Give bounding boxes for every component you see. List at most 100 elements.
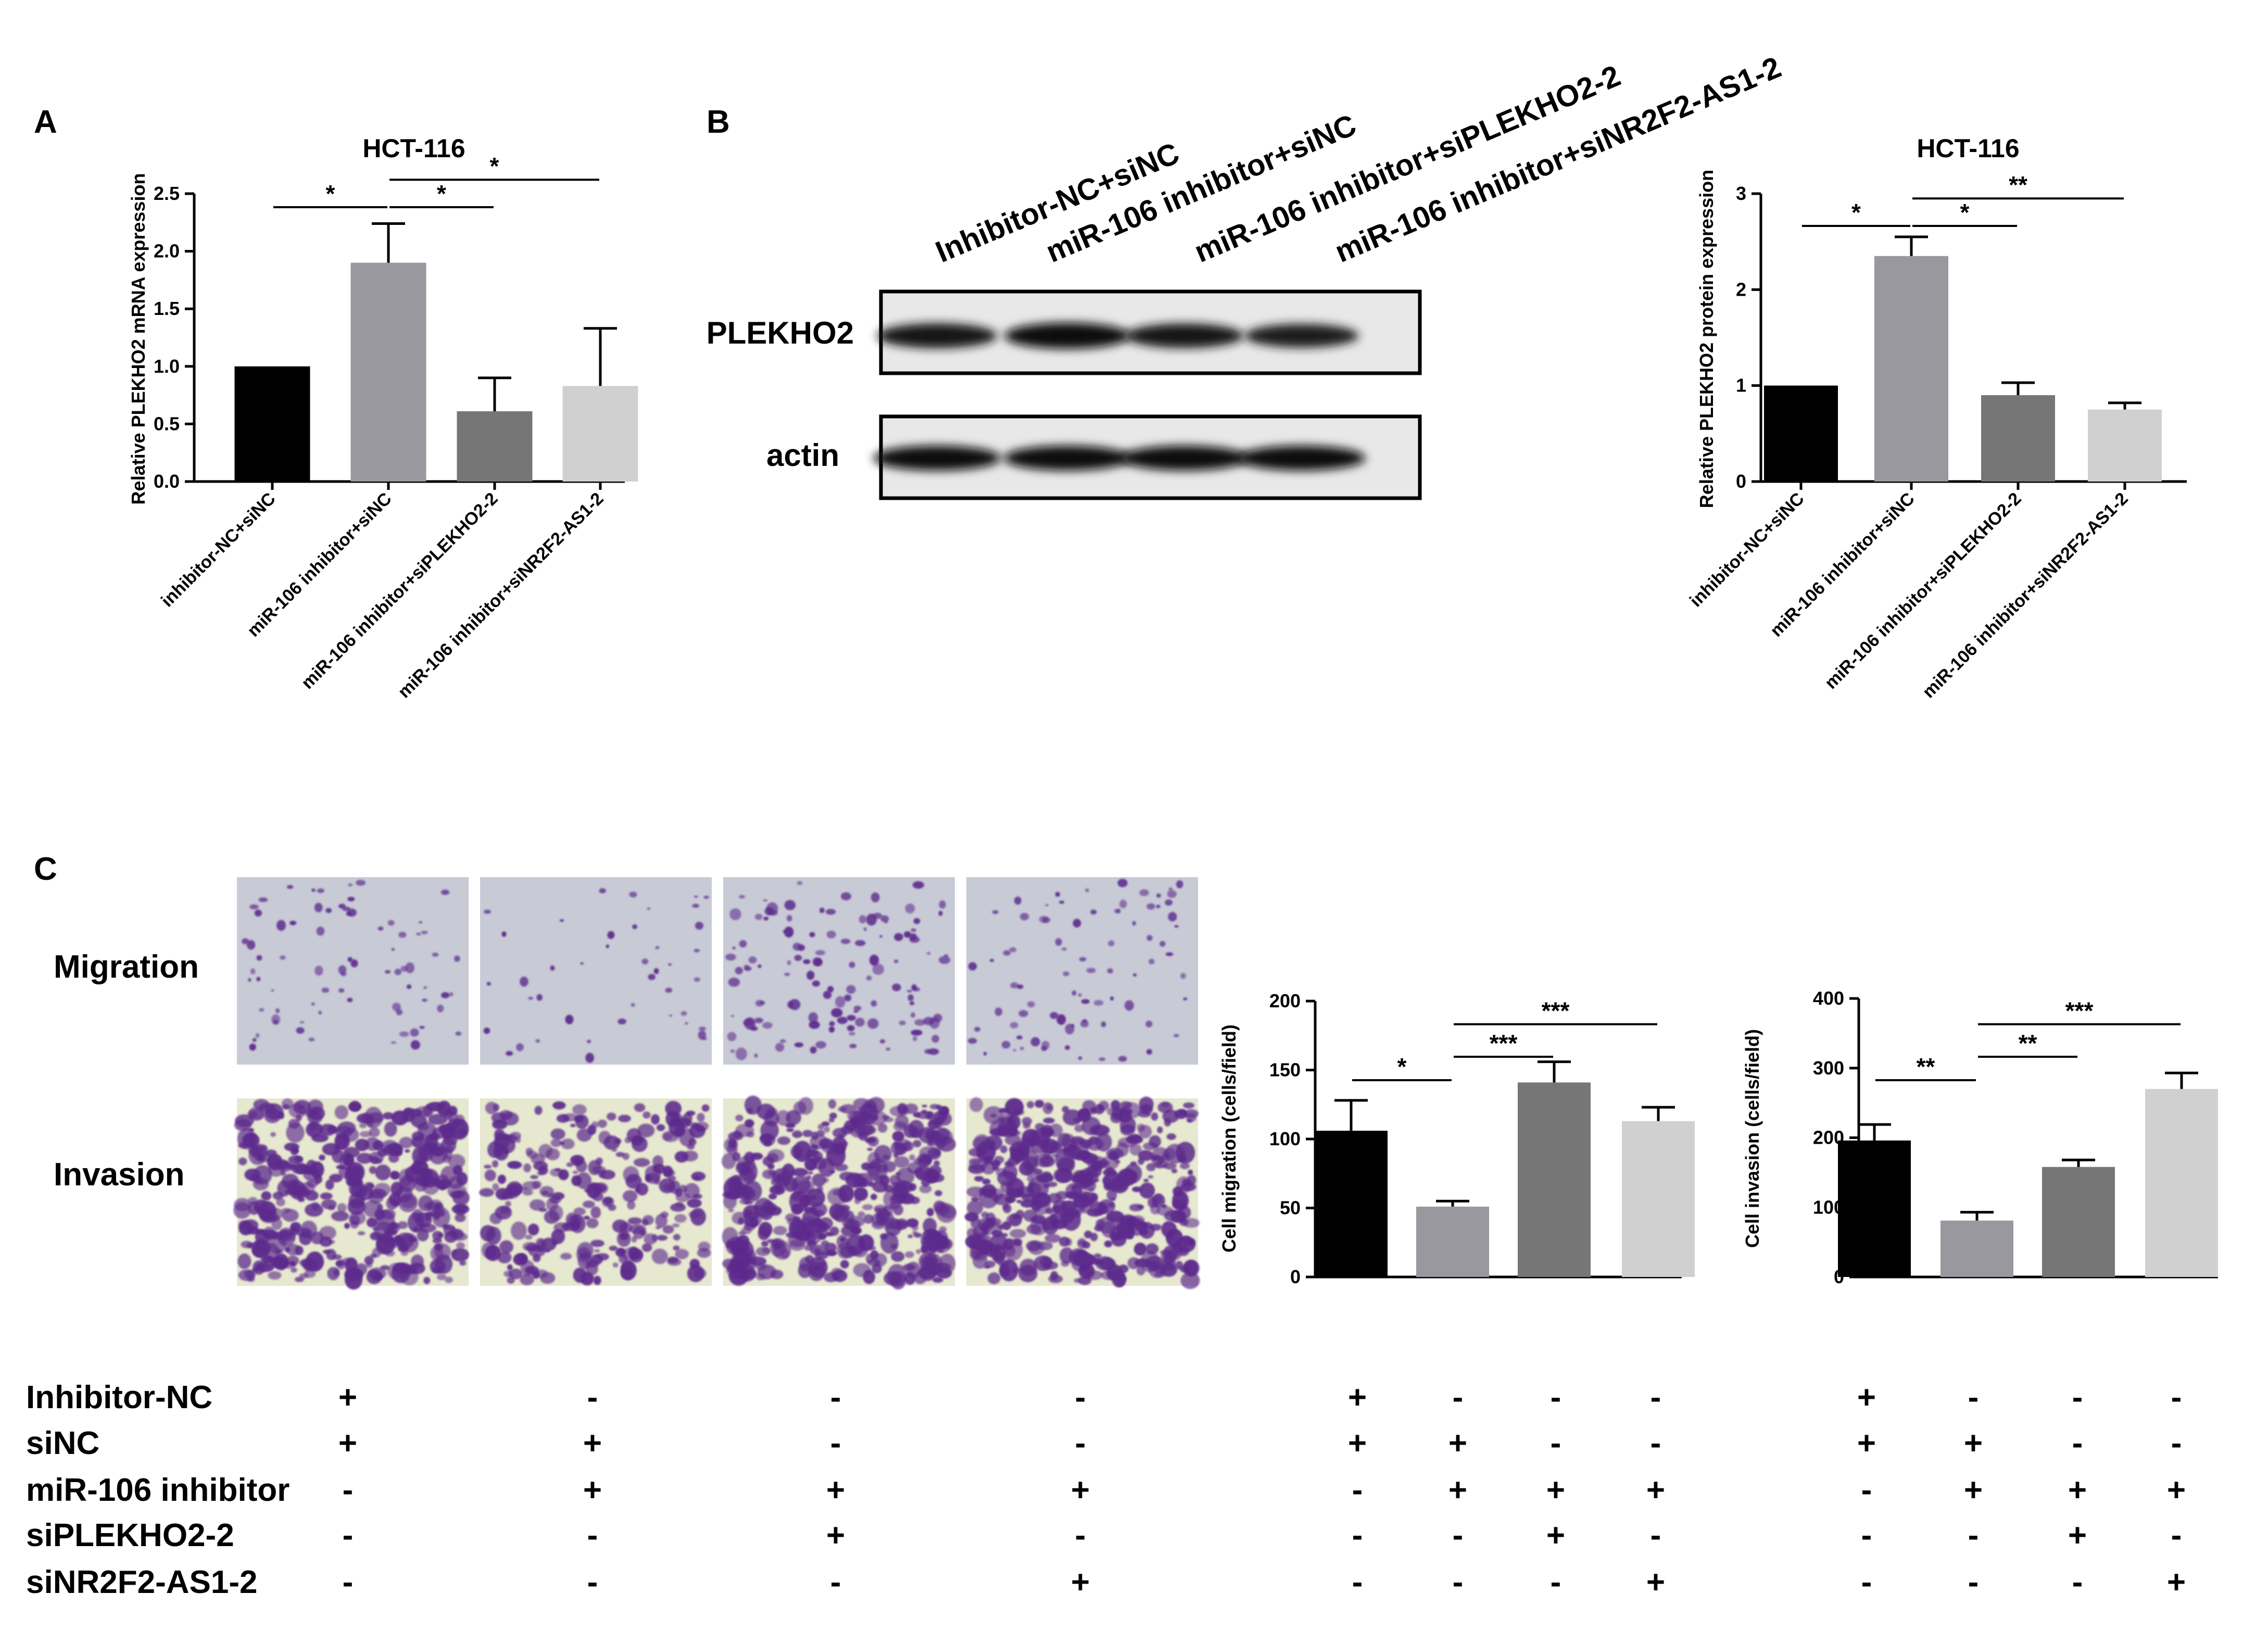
- treatment-sign: -: [1453, 1517, 1464, 1553]
- treatment-sign: +: [583, 1472, 602, 1508]
- treatment-sign: -: [2171, 1517, 2182, 1553]
- y-tick-label: 0.5: [154, 413, 180, 434]
- treatment-sign: -: [1352, 1564, 1363, 1600]
- treatment-sign: +: [1646, 1564, 1665, 1600]
- chart-title: HCT-116: [1917, 134, 2019, 163]
- y-tick-label: 200: [1269, 990, 1301, 1011]
- y-tick-label: 2.5: [154, 183, 180, 204]
- significance-label: **: [1917, 1053, 1935, 1080]
- y-axis-label: Cell invasion (cells/field): [1742, 1029, 1763, 1248]
- bar-3: [2042, 1167, 2115, 1277]
- treatment-sign: -: [1075, 1425, 1086, 1461]
- treatment-sign: -: [587, 1517, 598, 1553]
- image-tile-migration-1: [237, 877, 469, 1065]
- treatment-sign: +: [2068, 1472, 2087, 1508]
- significance-label: *: [1960, 199, 1970, 226]
- treatment-table: Inhibitor-NC siNC miR-106 inhibitor siPLEKH…: [26, 1380, 2186, 1600]
- y-axis-label: Relative PLEKHO2 mRNA expression: [128, 173, 149, 505]
- treatment-sign: -: [1453, 1564, 1464, 1600]
- y-tick-label: 100: [1269, 1128, 1301, 1149]
- bar-3: [1981, 395, 2055, 482]
- image-tile-invasion-3: [721, 1095, 956, 1290]
- treatment-sign: +: [826, 1517, 845, 1553]
- treatment-sign: +: [826, 1472, 845, 1508]
- treatment-sign: -: [2072, 1380, 2083, 1415]
- image-tile-migration-3: [723, 877, 955, 1065]
- image-row-label-invasion: Invasion: [54, 1157, 185, 1193]
- bar-3: [1518, 1082, 1591, 1277]
- significance-label: *: [1851, 199, 1861, 226]
- treatment-sign: -: [1968, 1564, 1979, 1600]
- blot-band: [1238, 446, 1366, 471]
- treatment-sign: +: [1348, 1380, 1367, 1415]
- treatment-row-label: siPLEKHO2-2: [26, 1517, 234, 1553]
- y-tick-label: 2.0: [154, 241, 180, 262]
- y-tick-label: 150: [1269, 1059, 1301, 1081]
- treatment-sign: +: [338, 1380, 357, 1415]
- bar-1: [1838, 1140, 1911, 1277]
- panel-letter-c: C: [34, 851, 57, 887]
- bar-4: [562, 386, 638, 482]
- image-tile-invasion-4: [964, 1096, 1200, 1289]
- treatment-sign: -: [1650, 1517, 1661, 1553]
- treatment-sign: -: [1650, 1425, 1661, 1461]
- category-label: inhibitor-NC+siNC: [157, 489, 280, 611]
- blot-band: [1125, 323, 1244, 348]
- y-tick-label: 0: [1290, 1266, 1301, 1287]
- y-tick-label: 400: [1813, 988, 1844, 1009]
- treatment-sign: +: [2167, 1472, 2186, 1508]
- image-row-label-migration: Migration: [54, 949, 199, 985]
- treatment-sign: -: [587, 1564, 598, 1600]
- treatment-sign: -: [1453, 1380, 1464, 1415]
- significance-label: **: [2009, 171, 2027, 198]
- blot-band: [1120, 446, 1249, 471]
- panel-letter-a: A: [34, 104, 57, 140]
- y-tick-label: 1.0: [154, 356, 180, 377]
- y-tick-label: 2: [1736, 279, 1746, 300]
- blot-band: [873, 446, 1001, 471]
- treatment-sign: -: [1551, 1380, 1561, 1415]
- significance-label: *: [490, 153, 499, 180]
- treatment-sign: -: [1352, 1517, 1363, 1553]
- chart-B: HCT-116 Relative PLEKHO2 protein expressi…: [1686, 134, 2187, 702]
- category-label: miR-106 inhibitor+siPLEKHO2-2: [1821, 489, 2025, 693]
- significance-label: **: [2019, 1030, 2037, 1057]
- treatment-sign: +: [1448, 1425, 1467, 1461]
- y-tick-label: 1.5: [154, 298, 180, 319]
- y-tick-label: 1: [1736, 375, 1746, 396]
- treatment-sign: +: [1546, 1472, 1565, 1508]
- treatment-sign: -: [2171, 1380, 2182, 1415]
- chart-C-invasion: Cell invasion (cells/field)0100200300400…: [1742, 988, 2218, 1287]
- treatment-sign: -: [343, 1517, 354, 1553]
- treatment-sign: -: [1861, 1517, 1872, 1553]
- bar-1: [1764, 385, 1838, 482]
- bar-2: [350, 262, 426, 482]
- treatment-sign: +: [1646, 1472, 1665, 1508]
- category-label: miR-106 inhibitor+siNR2F2-AS1-2: [1919, 489, 2132, 702]
- treatment-sign: -: [1352, 1472, 1363, 1508]
- treatment-sign: +: [1546, 1517, 1565, 1553]
- panel-letter-b: B: [707, 104, 730, 140]
- bar-1: [1315, 1131, 1388, 1277]
- blot-band: [877, 323, 998, 348]
- y-tick-label: 0: [1736, 471, 1746, 492]
- treatment-sign: -: [343, 1472, 354, 1508]
- image-tile-migration-2: [480, 877, 712, 1065]
- bar-2: [1416, 1206, 1489, 1277]
- significance-label: *: [326, 180, 335, 207]
- treatment-sign: -: [1968, 1517, 1979, 1553]
- treatment-sign: +: [1857, 1380, 1876, 1415]
- bar-1: [234, 366, 310, 482]
- treatment-sign: +: [1964, 1472, 1983, 1508]
- transwell-images: Migration Invasion: [54, 877, 1200, 1290]
- chart-A: HCT-116 Relative PLEKHO2 mRNA expression 0…: [128, 134, 638, 702]
- category-label: miR-106 inhibitor+siPLEKHO2-2: [297, 489, 501, 693]
- treatment-sign: +: [1348, 1425, 1367, 1461]
- bar-2: [1874, 256, 1948, 482]
- significance-label: *: [1397, 1053, 1407, 1080]
- y-tick-label: 50: [1280, 1197, 1301, 1219]
- blot-row-label-actin: actin: [766, 438, 839, 473]
- treatment-row-label: siNR2F2-AS1-2: [26, 1564, 257, 1600]
